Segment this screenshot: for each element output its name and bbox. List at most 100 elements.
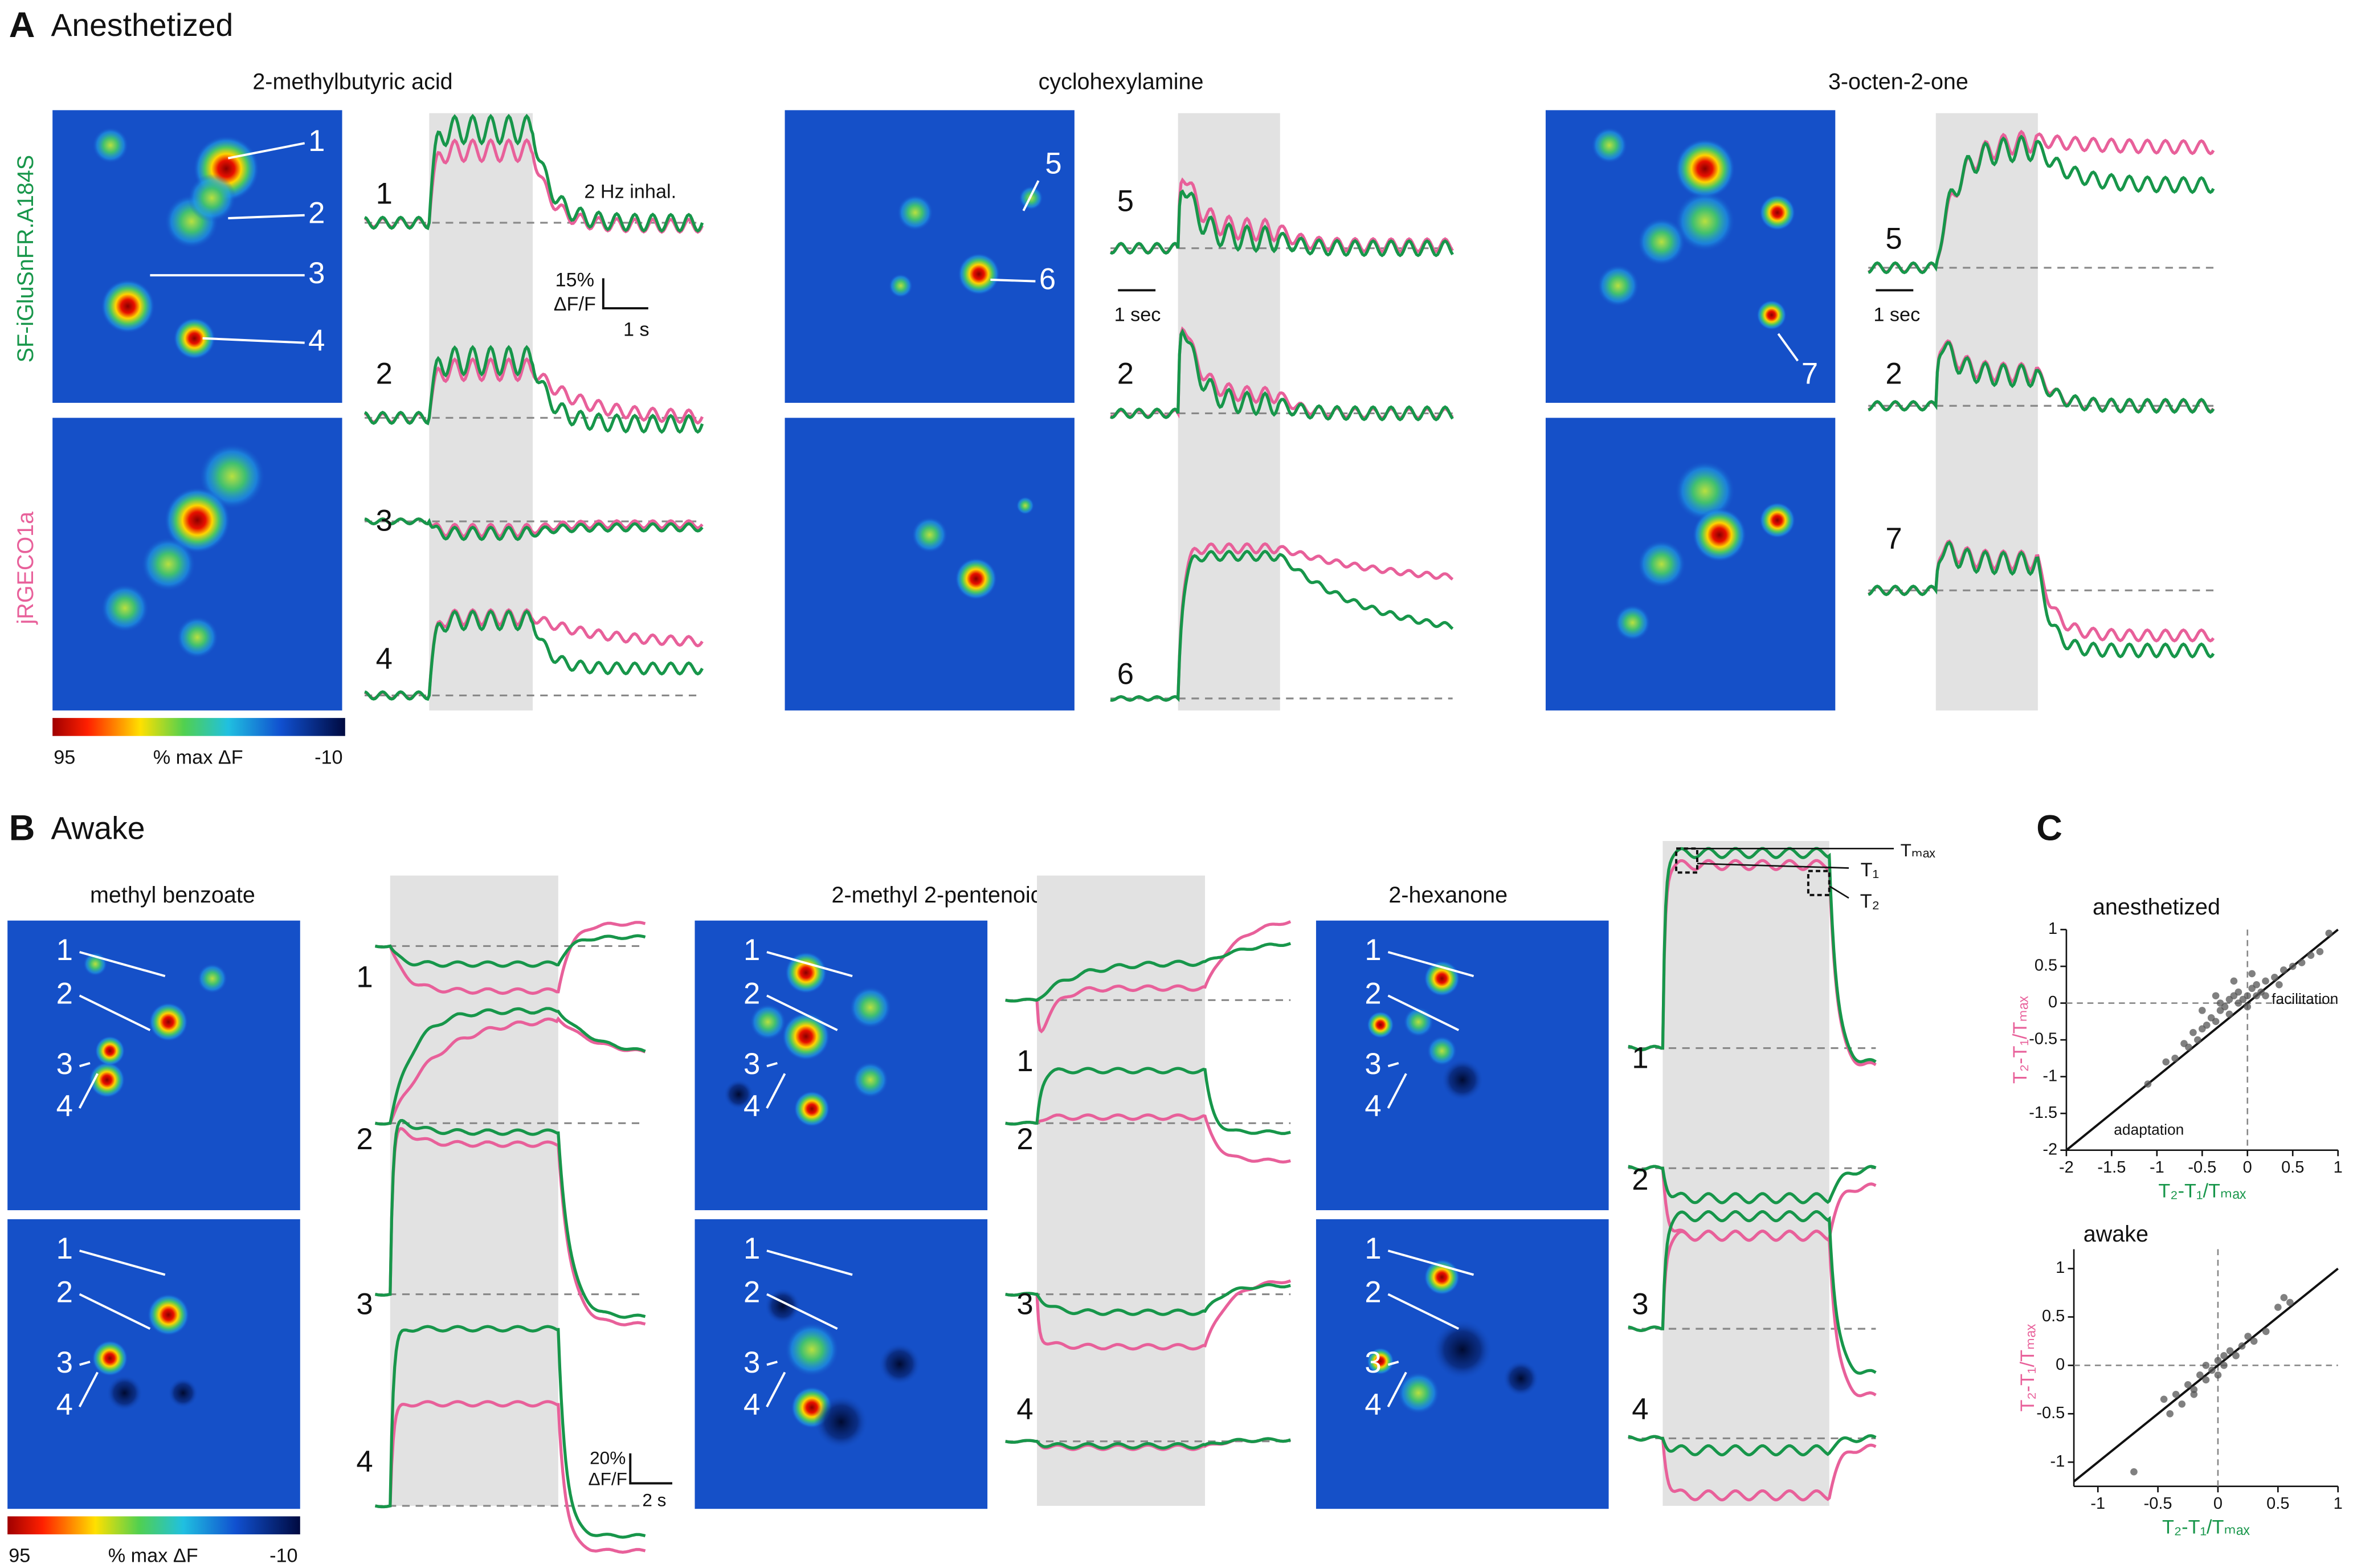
pointer [1387,951,1474,978]
pointer [766,1293,838,1330]
point [2248,970,2256,978]
label: 3 [356,1288,373,1321]
cell [958,253,1000,295]
trace [1005,1067,1291,1136]
cell [168,1378,198,1408]
label: 1 [308,124,325,158]
label: 6 [1117,657,1134,691]
point [2162,1058,2170,1066]
point [2172,1390,2180,1398]
trace [374,1325,646,1539]
cell [1637,218,1686,266]
cell [1397,1371,1440,1414]
label: 2 [1117,357,1134,390]
label: % max ΔF [108,1545,198,1567]
label: 3 [56,1047,73,1081]
label: -10 [314,746,342,768]
label: 2 [376,357,393,390]
label: -0.5 [2036,1404,2065,1422]
marker-box [1807,869,1831,896]
identity-line [2073,1267,2339,1483]
pointer [1387,1361,1399,1366]
point [2196,1371,2204,1379]
cell [764,1288,801,1324]
label: 1 [1365,1232,1381,1265]
cell [1759,502,1796,538]
colorbar [52,718,345,736]
label: 1 [1632,1042,1648,1075]
point [2202,1376,2210,1384]
label: 2 s [642,1489,666,1510]
label: 4 [56,1089,73,1123]
point [2194,1036,2201,1044]
label: 4 [744,1388,760,1422]
label: 2 [1632,1163,1648,1197]
point [2212,992,2220,999]
point [2185,1043,2192,1051]
label: -1 [2150,1158,2164,1177]
stimulus [429,113,533,710]
label: 3 [376,504,393,538]
label: T₂-T₁/Tₘₐₓ [2158,1180,2246,1202]
point [2184,1381,2192,1389]
trace [1005,920,1292,1034]
point [2250,1337,2258,1345]
label: -1.5 [2097,1158,2126,1177]
label: 2 [744,977,760,1010]
label: 0.5 [2035,957,2057,975]
pointer [1387,1293,1460,1330]
pointer [1387,1073,1407,1109]
pointer [78,1073,99,1109]
cell [724,1079,754,1110]
pointer [766,1062,778,1068]
trace [374,1400,646,1554]
pointer [79,951,166,978]
trace [1628,847,1877,1064]
trace [1005,1437,1291,1450]
trace [1110,189,1454,258]
label: -0.5 [2188,1158,2216,1177]
label: 15% [555,270,595,291]
stimulus [390,875,558,1506]
colorbar [7,1516,300,1534]
label: 1 [56,1232,73,1265]
point [2208,1366,2216,1374]
label: T₂ [1860,891,1880,912]
cell [1441,1059,1484,1101]
label: 2-hexanone [1388,883,1508,908]
pointer [766,1073,786,1109]
cell [1614,605,1651,641]
cell [1674,461,1735,521]
trace [1868,341,2215,414]
cell [107,1375,143,1411]
point [2144,1080,2152,1088]
image [7,920,300,1211]
point [2244,992,2252,999]
cell [1637,540,1686,589]
label: 2-methylbutyric acid [252,69,452,94]
label: 1 [1365,933,1381,967]
label: awake [2084,1222,2148,1247]
point [2276,981,2283,989]
label: anesthetized [2093,895,2220,920]
cell [1016,496,1035,515]
label: 2 [1365,1275,1381,1309]
pointer [79,1361,91,1366]
label: jRGECO1a [13,512,38,625]
point [2212,1018,2220,1026]
point [2286,1298,2294,1306]
cell [1427,1036,1457,1066]
label: 5 [1045,147,1061,181]
cell [101,584,149,632]
label: 2 [56,1275,73,1309]
point [2307,952,2315,959]
label: % max ΔF [153,746,243,768]
cell [95,1036,125,1066]
cell [197,963,228,994]
point [2190,1390,2198,1398]
stimulus [1662,841,1829,1506]
label: 3 [56,1346,73,1379]
point [2225,1010,2233,1018]
point [2220,1352,2228,1359]
point [2289,962,2297,970]
